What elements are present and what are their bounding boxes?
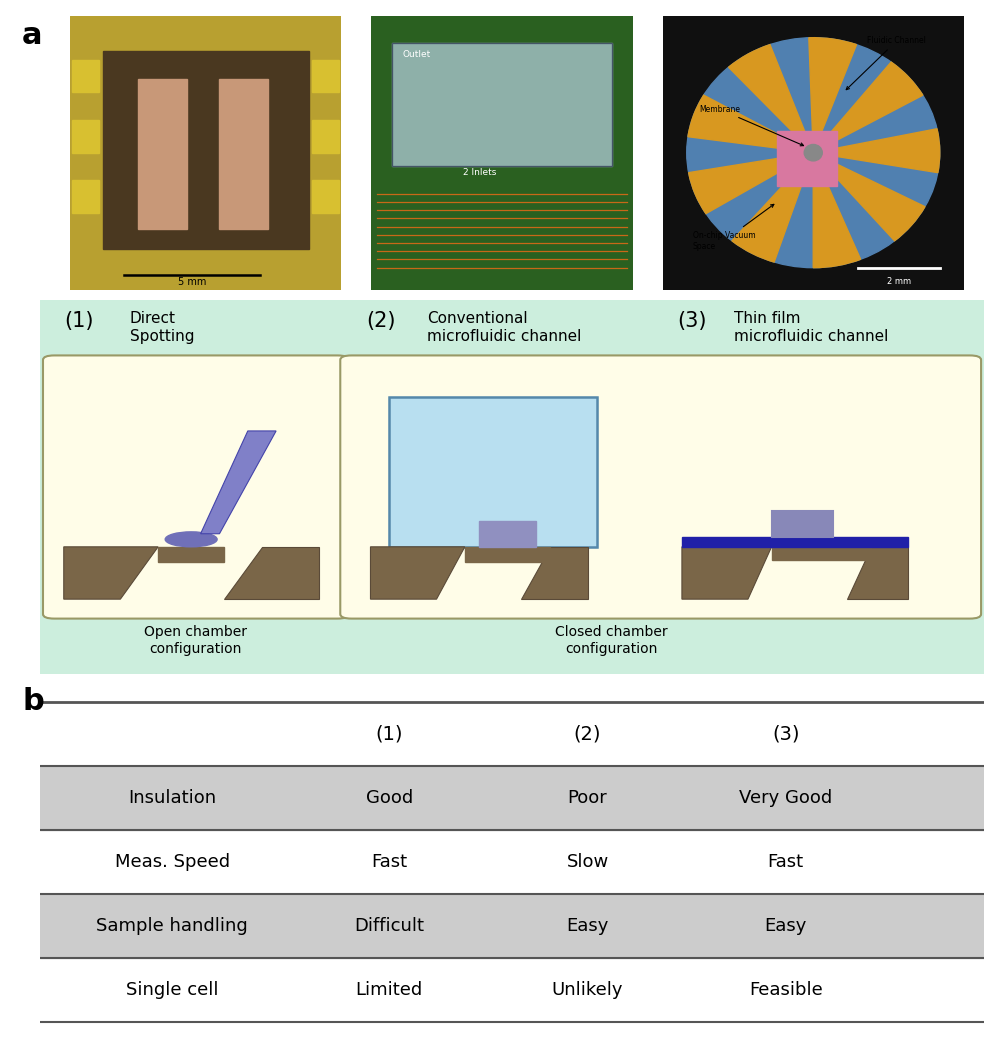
Text: Slow: Slow bbox=[566, 853, 608, 871]
Bar bbox=[40, 894, 983, 957]
Bar bbox=[776, 131, 837, 185]
Text: (2): (2) bbox=[365, 312, 395, 332]
Text: Unlikely: Unlikely bbox=[552, 980, 623, 998]
Text: 2 Inlets: 2 Inlets bbox=[462, 167, 495, 177]
Text: (1): (1) bbox=[375, 724, 402, 743]
Text: Meas. Speed: Meas. Speed bbox=[114, 853, 230, 871]
Text: Conventional
microfluidic channel: Conventional microfluidic channel bbox=[426, 312, 581, 343]
Polygon shape bbox=[847, 547, 908, 599]
Bar bbox=[71, 60, 98, 93]
Wedge shape bbox=[808, 38, 856, 153]
Bar bbox=[478, 520, 536, 547]
Text: Fast: Fast bbox=[371, 853, 407, 871]
Polygon shape bbox=[224, 547, 318, 599]
Wedge shape bbox=[812, 153, 860, 267]
Ellipse shape bbox=[165, 532, 217, 547]
Text: Membrane: Membrane bbox=[698, 104, 802, 145]
Bar bbox=[102, 52, 309, 249]
Text: Poor: Poor bbox=[567, 789, 607, 807]
Polygon shape bbox=[201, 431, 276, 534]
Text: a: a bbox=[22, 21, 42, 51]
Circle shape bbox=[803, 144, 821, 161]
Wedge shape bbox=[812, 153, 924, 241]
Text: (1): (1) bbox=[64, 312, 93, 332]
Text: Closed chamber
configuration: Closed chamber configuration bbox=[555, 625, 667, 656]
Bar bbox=[71, 120, 98, 153]
Text: Direct
Spotting: Direct Spotting bbox=[129, 312, 195, 343]
Text: b: b bbox=[22, 687, 44, 716]
Text: Sample handling: Sample handling bbox=[96, 916, 248, 935]
Text: Difficult: Difficult bbox=[354, 916, 424, 935]
Circle shape bbox=[686, 38, 939, 267]
Bar bbox=[389, 397, 597, 547]
Polygon shape bbox=[64, 547, 158, 599]
Bar bbox=[220, 79, 268, 230]
Text: Fast: Fast bbox=[767, 853, 803, 871]
Wedge shape bbox=[728, 44, 812, 153]
FancyBboxPatch shape bbox=[43, 356, 348, 618]
Polygon shape bbox=[681, 547, 771, 599]
Polygon shape bbox=[370, 547, 464, 599]
Bar bbox=[771, 512, 832, 537]
Bar bbox=[464, 547, 550, 562]
Text: (2): (2) bbox=[574, 724, 601, 743]
Wedge shape bbox=[812, 128, 939, 173]
Bar bbox=[392, 43, 611, 166]
Text: Single cell: Single cell bbox=[126, 980, 219, 998]
Bar bbox=[71, 180, 98, 213]
Bar bbox=[311, 180, 338, 213]
Bar bbox=[311, 120, 338, 153]
Text: 5 mm: 5 mm bbox=[178, 277, 207, 286]
Polygon shape bbox=[521, 547, 587, 599]
Bar bbox=[138, 79, 187, 230]
Text: Thin film
microfluidic channel: Thin film microfluidic channel bbox=[733, 312, 888, 343]
Text: 2 mm: 2 mm bbox=[886, 277, 911, 286]
Text: On-chip Vacuum
Space: On-chip Vacuum Space bbox=[692, 204, 773, 251]
Bar bbox=[40, 766, 983, 830]
Bar bbox=[771, 547, 870, 560]
Wedge shape bbox=[688, 153, 812, 214]
Wedge shape bbox=[812, 62, 922, 153]
Text: Limited: Limited bbox=[355, 980, 422, 998]
Bar bbox=[158, 547, 224, 562]
Text: Fluidic Channel: Fluidic Channel bbox=[846, 36, 926, 90]
Text: Open chamber
configuration: Open chamber configuration bbox=[144, 625, 247, 656]
Text: Very Good: Very Good bbox=[738, 789, 831, 807]
Bar bbox=[311, 60, 338, 93]
Bar bbox=[681, 537, 908, 547]
Text: (3): (3) bbox=[771, 724, 798, 743]
Text: Good: Good bbox=[365, 789, 412, 807]
Text: Outlet: Outlet bbox=[402, 49, 430, 59]
Bar bbox=[389, 397, 597, 547]
Text: Easy: Easy bbox=[566, 916, 608, 935]
FancyBboxPatch shape bbox=[340, 356, 980, 618]
Text: (3): (3) bbox=[677, 312, 706, 332]
Text: Insulation: Insulation bbox=[128, 789, 216, 807]
Wedge shape bbox=[687, 95, 812, 153]
Bar bbox=[392, 43, 611, 166]
Wedge shape bbox=[731, 153, 812, 262]
Text: Easy: Easy bbox=[763, 916, 806, 935]
Text: Feasible: Feasible bbox=[748, 980, 821, 998]
